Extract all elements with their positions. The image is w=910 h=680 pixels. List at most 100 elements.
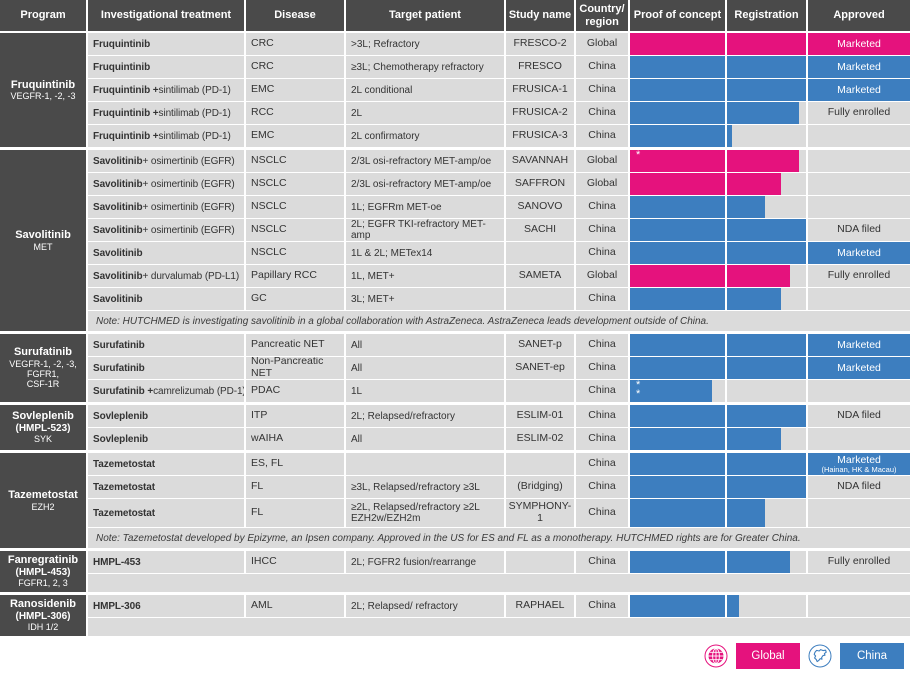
target-patient-cell: >3L; Refractory (346, 33, 504, 55)
proof-of-concept-cell (630, 265, 725, 287)
section-rows: Tazemetostat ES, FL China Marketed (Hainan, … (88, 453, 910, 548)
footnote-marker: * (636, 150, 641, 161)
filler-row (88, 618, 910, 636)
country-region-cell: China (576, 288, 628, 310)
approved-cell: Marketed (808, 79, 910, 101)
proof-of-concept-bar (630, 265, 725, 287)
pipeline-row: Tazemetostat ES, FL China Marketed (Hainan, … (88, 453, 910, 475)
pipeline-row: Fruquintinib + sintilimab (PD-1) RCC 2L FRU… (88, 102, 910, 124)
registration-cell (727, 476, 806, 498)
column-header-program: Program (0, 0, 86, 31)
registration-bar (727, 33, 806, 55)
approved-cell (808, 595, 910, 617)
proof-of-concept-bar (630, 219, 725, 241)
treatment-cell: HMPL-306 (88, 595, 244, 617)
treatment-cell: Savolitinib + durvalumab (PD-L1) (88, 265, 244, 287)
treatment-cell: Surufatinib (88, 357, 244, 379)
registration-bar (727, 428, 781, 450)
registration-cell (727, 288, 806, 310)
registration-cell (727, 453, 806, 475)
country-region-cell: China (576, 79, 628, 101)
treatment-cell: Surufatinib + camrelizumab (PD-1) (88, 380, 244, 402)
target-patient-cell (346, 453, 504, 475)
note-row: Note: HUTCHMED is investigating savoliti… (88, 311, 910, 331)
study-name-cell: FRESCO-2 (506, 33, 574, 55)
registration-cell (727, 102, 806, 124)
pipeline-section: Fanregratinib (HMPL-453) FGFR1, 2, 3 HMPL-4… (0, 551, 910, 592)
disease-cell: ITP (246, 405, 344, 427)
country-region-cell: Global (576, 33, 628, 55)
proof-of-concept-bar (630, 102, 725, 124)
study-name-cell (506, 288, 574, 310)
country-region-cell: Global (576, 173, 628, 195)
study-name-cell: (Bridging) (506, 476, 574, 498)
program-target-label: SYK (33, 434, 52, 445)
section-rows: HMPL-306 AML 2L; Relapsed/ refractory RAPHA… (88, 595, 910, 636)
registration-bar (727, 595, 739, 617)
section-rows: Sovleplenib ITP 2L; Relapsed/refractory ESL… (88, 405, 910, 450)
target-patient-cell: All (346, 428, 504, 450)
study-name-cell (506, 242, 574, 264)
registration-cell (727, 173, 806, 195)
target-patient-cell: ≥3L; Chemotherapy refractory (346, 56, 504, 78)
proof-of-concept-cell (630, 551, 725, 573)
column-header-treatment: Investigational treatment (88, 0, 244, 31)
approved-status-label: Fully enrolled (827, 269, 891, 282)
pipeline-row: Fruquintinib + sintilimab (PD-1) EMC 2L co… (88, 79, 910, 101)
country-region-cell: Global (576, 265, 628, 287)
proof-of-concept-cell (630, 196, 725, 218)
pipeline-row: Savolitinib NSCLC 1L & 2L; METex14 China Mar… (88, 242, 910, 264)
approved-cell: NDA filed (808, 476, 910, 498)
approved-cell: NDA filed (808, 219, 910, 241)
proof-of-concept-cell (630, 102, 725, 124)
pipeline-section: Fruquintinib VEGFR-1, -2, -3 Fruquintinib C… (0, 33, 910, 147)
treatment-cell: Tazemetostat (88, 499, 244, 527)
approved-status-label: Marketed (837, 361, 881, 374)
program-cell: Surufatinib VEGFR-1, -2, -3, FGFR1, CSF-1… (0, 334, 86, 402)
registration-bar (727, 125, 732, 147)
proof-of-concept-bar (630, 453, 725, 475)
disease-cell: AML (246, 595, 344, 617)
proof-of-concept-cell (630, 173, 725, 195)
country-region-cell: China (576, 219, 628, 241)
registration-bar (727, 265, 791, 287)
proof-of-concept-bar (630, 405, 725, 427)
column-header-disease: Disease (246, 0, 344, 31)
proof-of-concept-cell (630, 405, 725, 427)
column-header-target-patient: Target patient (346, 0, 504, 31)
treatment-cell: Savolitinib + osimertinib (EGFR) (88, 219, 244, 241)
section-rows: Surufatinib Pancreatic NET All SANET-p China… (88, 334, 910, 402)
disease-cell: RCC (246, 102, 344, 124)
study-name-cell: FRUSICA-1 (506, 79, 574, 101)
approved-cell: NDA filed (808, 405, 910, 427)
target-patient-cell: 2L; Relapsed/refractory (346, 405, 504, 427)
registration-bar (727, 453, 806, 475)
treatment-cell: Surufatinib (88, 334, 244, 356)
pipeline-row: Fruquintinib CRC >3L; Refractory FRESCO-2 Gl… (88, 33, 910, 55)
disease-cell: Pancreatic NET (246, 334, 344, 356)
disease-cell: PDAC (246, 380, 344, 402)
approved-cell: Fully enrolled (808, 265, 910, 287)
registration-cell (727, 595, 806, 617)
proof-of-concept-bar (630, 173, 725, 195)
program-name: Fruquintinib (10, 78, 76, 91)
approved-cell: Fully enrolled (808, 551, 910, 573)
study-name-cell: SACHI (506, 219, 574, 241)
column-header-registration: Registration (727, 0, 806, 31)
target-patient-cell: 1L; EGFRm MET-oe (346, 196, 504, 218)
registration-cell (727, 428, 806, 450)
target-patient-cell: 3L; MET+ (346, 288, 504, 310)
registration-cell (727, 334, 806, 356)
study-name-cell: SAVANNAH (506, 150, 574, 172)
pipeline-row: Savolitinib GC 3L; MET+ China (88, 288, 910, 310)
pipeline-row: Sovleplenib ITP 2L; Relapsed/refractory ESL… (88, 405, 910, 427)
approved-cell: Marketed (808, 357, 910, 379)
program-target-label: VEGFR-1, -2, -3, FGFR1, CSF-1R (9, 358, 77, 390)
approved-bar: Marketed (808, 33, 910, 55)
approved-cell (808, 150, 910, 172)
treatment-cell: Fruquintinib + sintilimab (PD-1) (88, 102, 244, 124)
target-patient-cell: 1L & 2L; METex14 (346, 242, 504, 264)
approved-status-label: Marketed (837, 83, 881, 96)
study-name-cell: ESLIM-01 (506, 405, 574, 427)
proof-of-concept-cell: * * (630, 380, 725, 402)
